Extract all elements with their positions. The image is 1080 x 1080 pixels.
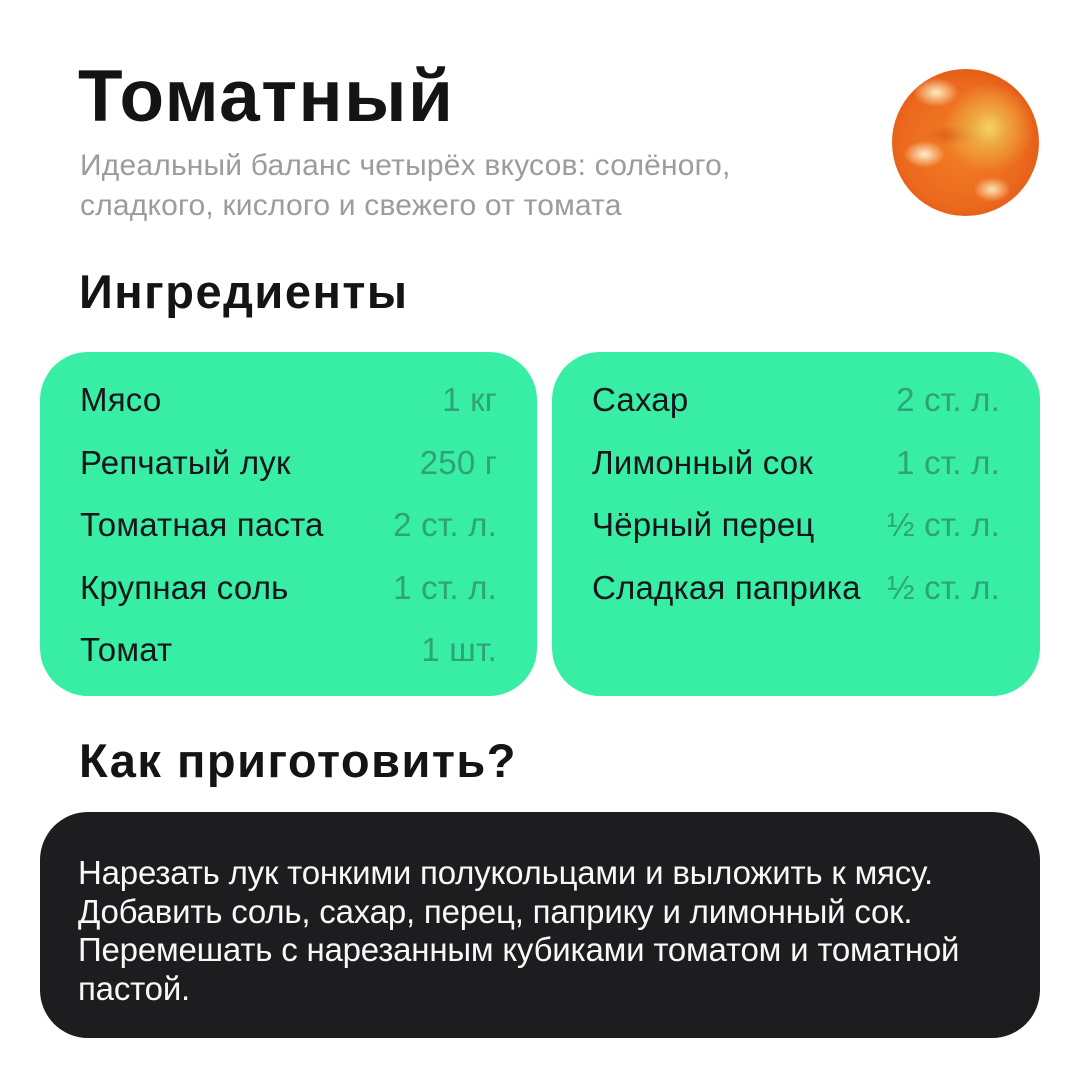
ingredient-quantity: 2 ст. л. <box>393 506 497 544</box>
ingredient-name: Чёрный перец <box>592 506 815 544</box>
ingredient-name: Лимонный сок <box>592 443 813 481</box>
ingredient-quantity: 1 кг <box>442 381 497 419</box>
ingredient-quantity: ½ ст. л. <box>886 568 1000 606</box>
ingredient-row: Чёрный перец ½ ст. л. <box>592 494 1000 557</box>
ingredient-row: Сахар 2 ст. л. <box>592 369 1000 432</box>
subtitle-line: сладкого, кислого и свежего от томата <box>80 189 622 222</box>
method-heading: Как приготовить? <box>79 734 517 787</box>
instructions-card: Нарезать лук тонкими полукольцами и выло… <box>40 812 1040 1038</box>
ingredient-row: Мясо 1 кг <box>80 369 497 432</box>
ingredient-row: Сладкая паприка ½ ст. л. <box>592 557 1000 620</box>
ingredient-quantity: 1 ст. л. <box>896 443 1000 481</box>
ingredient-name: Сахар <box>592 381 689 419</box>
ingredient-name: Мясо <box>80 381 162 419</box>
page-subtitle: Идеальный баланс четырёх вкусов: солёног… <box>80 146 731 226</box>
ingredient-quantity: ½ ст. л. <box>886 506 1000 544</box>
ingredients-card-right: Сахар 2 ст. л. Лимонный сок 1 ст. л. Чёр… <box>552 352 1040 696</box>
instruction-line: Нарезать лук тонкими полукольцами и выло… <box>78 854 933 891</box>
instruction-line: Добавить соль, сахар, перец, паприку и л… <box>78 892 913 930</box>
ingredient-row: Томатная паста 2 ст. л. <box>80 494 497 557</box>
ingredient-name: Томат <box>80 631 173 669</box>
ingredient-name: Репчатый лук <box>80 443 291 481</box>
ingredient-row: Крупная соль 1 ст. л. <box>80 557 497 620</box>
ingredient-quantity: 250 г <box>419 443 497 481</box>
ingredient-quantity: 2 ст. л. <box>896 381 1000 419</box>
ingredient-row: Томат 1 шт. <box>80 619 497 682</box>
instruction-line: пастой. <box>78 969 191 1007</box>
ingredients-heading: Ингредиенты <box>79 265 409 318</box>
ingredient-name: Томатная паста <box>80 506 324 544</box>
ingredient-row: Лимонный сок 1 ст. л. <box>592 432 1000 495</box>
ingredient-quantity: 1 ст. л. <box>393 568 497 606</box>
page-title: Томатный <box>78 56 455 137</box>
ingredient-name: Крупная соль <box>80 568 289 606</box>
instruction-line: Перемешать с нарезанным кубиками томатом… <box>78 931 960 968</box>
subtitle-line: Идеальный баланс четырёх вкусов: солёног… <box>80 149 731 182</box>
ingredients-card-left: Мясо 1 кг Репчатый лук 250 г Томатная па… <box>40 352 537 696</box>
ingredient-name: Сладкая паприка <box>592 568 861 606</box>
tomato-photo <box>892 69 1039 216</box>
ingredient-row: Репчатый лук 250 г <box>80 432 497 495</box>
ingredient-quantity: 1 шт. <box>421 631 497 669</box>
